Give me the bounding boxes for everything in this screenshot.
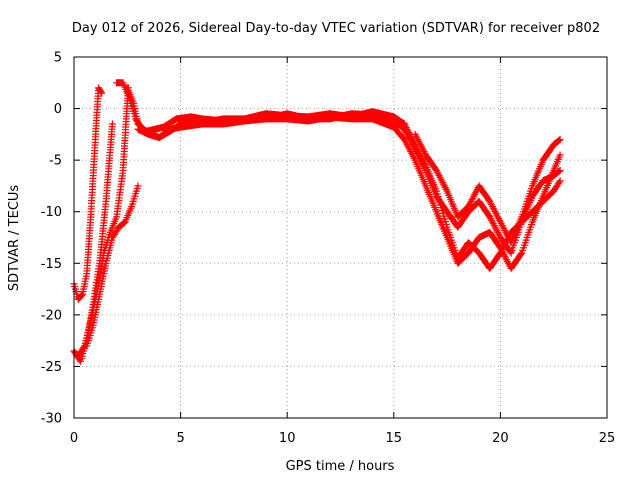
- x-tick-label: 5: [176, 431, 184, 446]
- y-tick-label: -10: [41, 205, 62, 220]
- tick-labels: 0 5 10 15 20 25 -30 -25 -20 -15 -10 -5 0 5: [41, 51, 616, 447]
- x-tick-label: 25: [599, 431, 616, 446]
- y-tick-label: -15: [41, 257, 62, 272]
- y-axis-label: SDTVAR / TECUs: [7, 185, 22, 292]
- series-markers: [134, 113, 564, 272]
- y-tick-label: -5: [49, 154, 62, 169]
- x-tick-label: 0: [70, 431, 78, 446]
- series-track-d: [83, 182, 142, 350]
- series-markers: [83, 182, 142, 350]
- y-tick-label: 5: [54, 51, 62, 66]
- x-tick-label: 15: [386, 431, 403, 446]
- y-tick-label: -25: [41, 360, 62, 375]
- y-tick-label: -30: [41, 412, 62, 427]
- axis-ticks: [73, 56, 608, 419]
- x-tick-label: 20: [492, 431, 509, 446]
- chart-title: Day 012 of 2026, Sidereal Day-to-day VTE…: [72, 21, 600, 36]
- x-axis-label: GPS time / hours: [286, 459, 395, 474]
- series-markers: [411, 130, 564, 247]
- data-points: [70, 79, 564, 365]
- plot-frame: [73, 56, 608, 419]
- y-tick-label: -20: [41, 308, 62, 323]
- y-tick-label: 0: [54, 102, 62, 117]
- series-track-h: [411, 130, 564, 247]
- series-track-g: [134, 113, 564, 272]
- x-tick-label: 10: [279, 431, 296, 446]
